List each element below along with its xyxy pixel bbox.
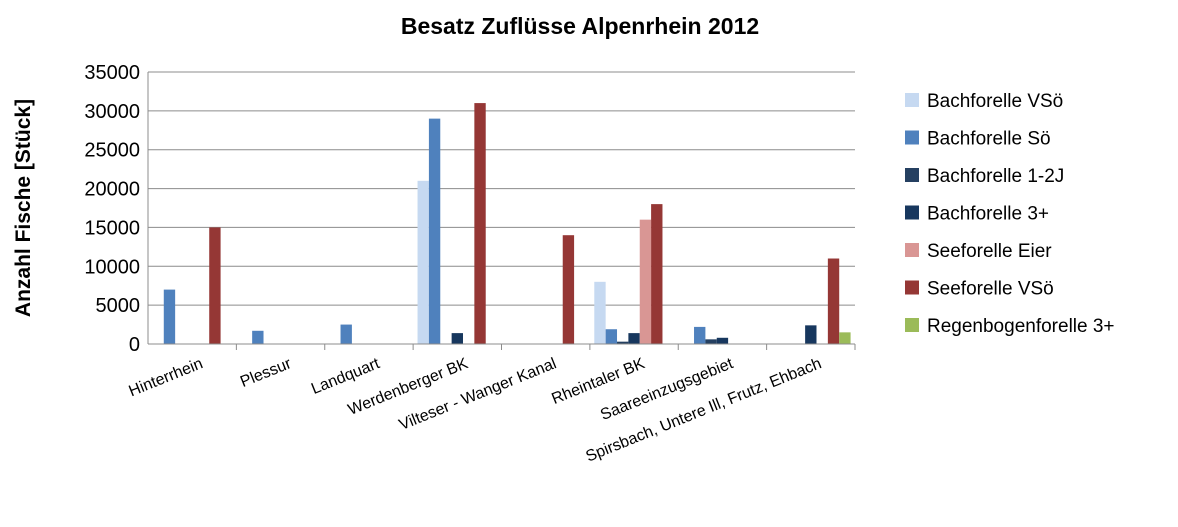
y-tick-label: 35000 [84, 62, 140, 84]
legend-label: Seeforelle VSö [927, 279, 1054, 300]
legend-label: Bachforelle VSö [927, 91, 1063, 112]
legend-swatch [905, 130, 919, 145]
bar [163, 289, 176, 344]
x-tick-label: Plessur [238, 355, 294, 391]
bar [474, 103, 486, 344]
bar [716, 337, 729, 344]
x-tick-label: Hinterrhein [126, 355, 205, 400]
bar [628, 333, 640, 344]
legend-label: Regenbogenforelle 3+ [927, 316, 1115, 337]
bar [605, 329, 618, 344]
bar [651, 204, 663, 344]
legend-swatch [905, 318, 919, 332]
legend-swatch [905, 205, 919, 220]
bar [594, 281, 606, 344]
y-tick-label: 30000 [84, 101, 140, 123]
y-tick-label: 20000 [84, 179, 140, 201]
bar [340, 324, 352, 344]
bar [839, 332, 851, 344]
bar [694, 326, 706, 344]
legend-swatch [905, 168, 919, 182]
y-tick-label: 0 [129, 334, 140, 356]
chart-title: Besatz Zuflüsse Alpenrhein 2012 [401, 13, 759, 39]
y-tick-label: 10000 [84, 256, 140, 278]
legend-label: Seeforelle Eier [927, 241, 1052, 262]
bar [827, 258, 840, 344]
legend-swatch [905, 93, 919, 107]
bar [252, 330, 264, 344]
legend-label: Bachforelle 1-2J [927, 166, 1064, 187]
bar [417, 180, 429, 344]
bar [805, 325, 817, 344]
bar [428, 118, 441, 344]
legend-label: Bachforelle 3+ [927, 204, 1049, 225]
x-tick-label: Landquart [309, 355, 383, 398]
bar [617, 341, 629, 344]
y-tick-label: 15000 [84, 217, 140, 239]
legend-swatch [905, 280, 919, 295]
bar [562, 235, 575, 344]
y-tick-label: 5000 [96, 295, 141, 317]
bar [705, 339, 717, 344]
legend-swatch [905, 243, 919, 257]
y-axis-label: Anzahl Fische [Stück] [12, 99, 35, 317]
x-tick-label: Vilteser - Wanger Kanal [397, 355, 559, 434]
y-tick-label: 25000 [84, 140, 140, 162]
bar [209, 227, 221, 344]
bar [639, 219, 652, 344]
legend-label: Bachforelle Sö [927, 129, 1051, 150]
bar [451, 333, 463, 344]
